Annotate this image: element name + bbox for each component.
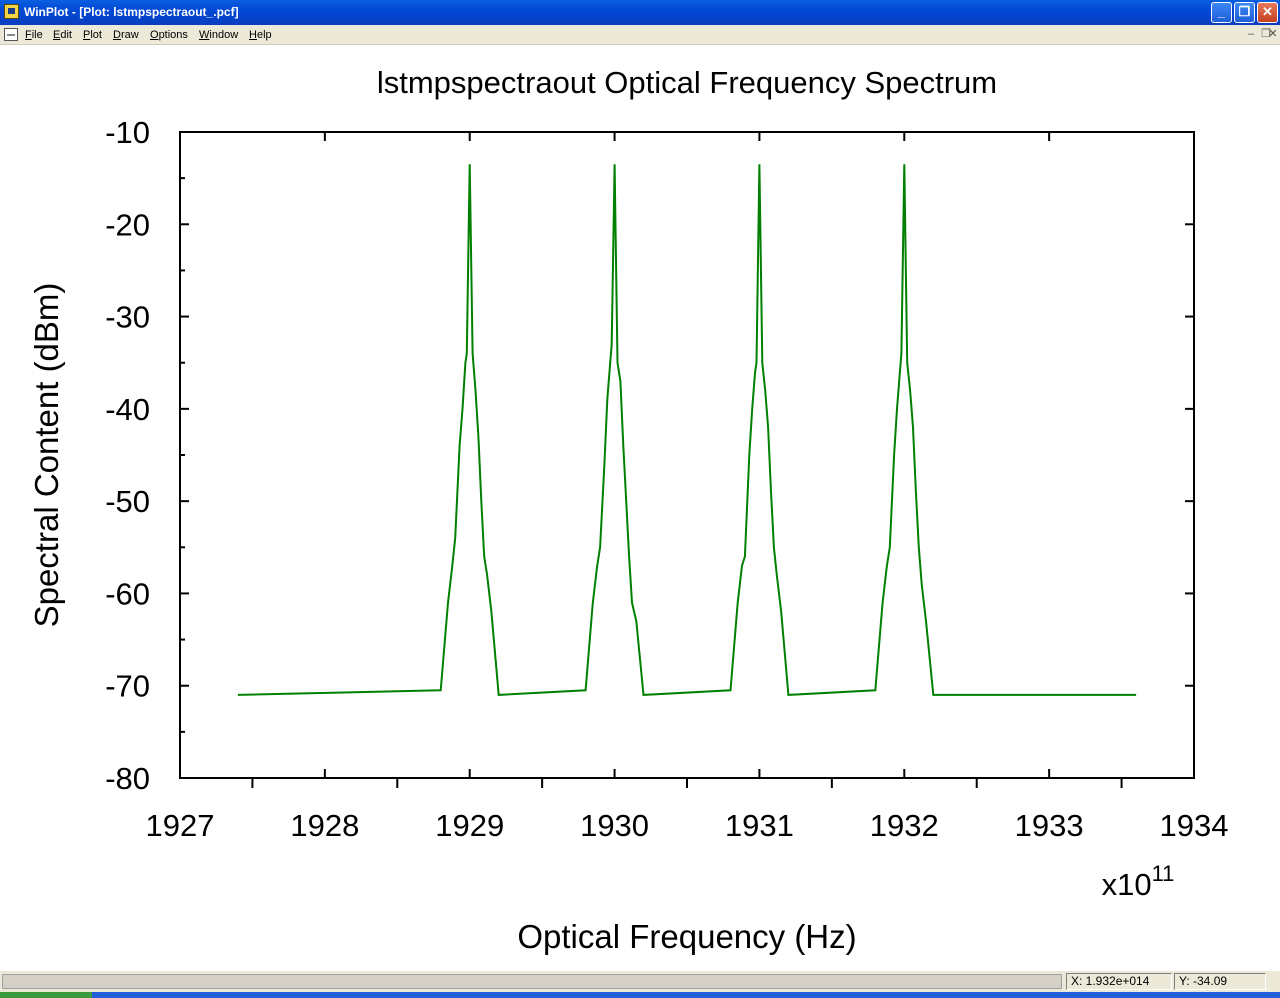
menu-bar: File Edit Plot Draw Options Window Help … [0, 25, 1280, 45]
x-coordinate-readout: X: 1.932e+014 [1066, 973, 1172, 990]
chart-title: lstmpspectraout Optical Frequency Spectr… [377, 65, 997, 100]
x-tick-label: 1927 [146, 808, 215, 843]
x-tick-label: 1931 [725, 808, 794, 843]
y-tick-label: -40 [105, 392, 150, 427]
menu-window[interactable]: Window [199, 29, 239, 41]
title-bar: WinPlot - [Plot: lstmpspectraout_.pcf] _… [0, 0, 1280, 25]
y-tick-label: -60 [105, 576, 150, 611]
minimize-button[interactable]: _ [1211, 2, 1232, 23]
mdi-minimize-button[interactable]: – [1247, 28, 1255, 40]
menu-help[interactable]: Help [249, 29, 272, 41]
x-tick-label: 1928 [290, 808, 359, 843]
spectrum-trace [237, 164, 1137, 696]
x-tick-label: 1930 [580, 808, 649, 843]
taskbar-strip [0, 992, 1280, 998]
y-coordinate-readout: Y: -34.09 [1174, 973, 1266, 990]
menu-edit[interactable]: Edit [53, 29, 72, 41]
menu-file[interactable]: File [25, 29, 43, 41]
plot-frame [179, 131, 1195, 779]
y-tick-label: -50 [105, 484, 150, 519]
x-tick-label: 1933 [1015, 808, 1084, 843]
maximize-button[interactable]: ❐ [1234, 2, 1255, 23]
y-tick-label: -30 [105, 300, 150, 335]
menu-plot[interactable]: Plot [83, 29, 102, 41]
mdi-restore-button[interactable]: ❐ [1261, 28, 1271, 40]
winplot-app-icon[interactable] [4, 4, 19, 19]
mdi-close-button[interactable]: ✕ [1268, 28, 1278, 40]
x-multiplier: x1011 [1102, 861, 1175, 902]
y-axis: -10 -20 -30 -40 -50 -60 -70 -80 [105, 115, 1194, 796]
x-multiplier-exponent: 11 [1152, 861, 1175, 886]
status-message-area [2, 974, 1062, 989]
x-tick-label: 1934 [1160, 808, 1229, 843]
menu-draw[interactable]: Draw [113, 29, 139, 41]
status-bar: X: 1.932e+014 Y: -34.09 [0, 970, 1280, 992]
x-tick-label: 1932 [870, 808, 939, 843]
x-axis: 1927 1928 1929 1930 1931 1932 1933 1934 [146, 132, 1229, 843]
window-title: WinPlot - [Plot: lstmpspectraout_.pcf] [24, 5, 239, 19]
y-tick-label: -20 [105, 207, 150, 242]
x-tick-label: 1929 [435, 808, 504, 843]
y-tick-label: -70 [105, 669, 150, 704]
menu-options[interactable]: Options [150, 29, 188, 41]
x-multiplier-base: x10 [1102, 867, 1152, 902]
close-button[interactable]: ✕ [1257, 2, 1278, 23]
y-tick-label: -80 [105, 761, 150, 796]
y-axis-label: Spectral Content (dBm) [28, 283, 65, 628]
spectrum-chart[interactable]: lstmpspectraout Optical Frequency Spectr… [0, 45, 1280, 970]
x-axis-label: Optical Frequency (Hz) [517, 918, 856, 955]
document-icon[interactable] [4, 28, 18, 41]
y-tick-label: -10 [105, 115, 150, 150]
